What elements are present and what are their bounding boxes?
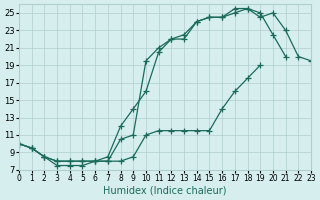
X-axis label: Humidex (Indice chaleur): Humidex (Indice chaleur) xyxy=(103,186,227,196)
